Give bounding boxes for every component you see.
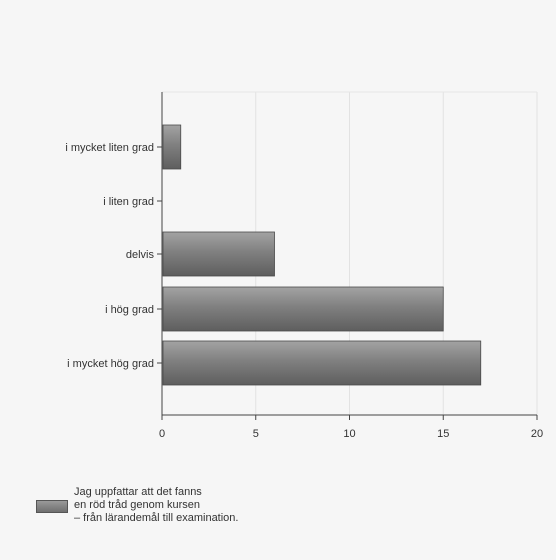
legend-label: Jag uppfattar att det fanns en röd tråd … [74,486,314,525]
axes [157,92,538,420]
bar-2 [162,231,275,277]
bar-0 [162,124,182,170]
legend: Jag uppfattar att det fanns en röd tråd … [36,486,314,525]
bar-3 [162,286,444,332]
x-tick-label-0: 0 [159,428,165,440]
category-label-0: i mycket liten grad [65,142,154,154]
category-label-4: i mycket hög grad [67,358,154,370]
legend-line-1: Jag uppfattar att det fanns [74,486,202,498]
legend-swatch [36,500,68,513]
x-tick-label-4: 20 [531,428,543,440]
category-label-1: i liten grad [103,196,154,208]
category-label-3: i hög grad [105,304,154,316]
bars [162,124,482,386]
category-label-2: delvis [126,249,155,261]
x-tick-label-3: 15 [437,428,449,440]
bar-chart: 0 5 10 15 20 i mycket liten grad i liten grad d… [65,91,543,440]
x-tick-label-2: 10 [343,428,355,440]
bar-4 [162,340,482,386]
x-tick-label-1: 5 [253,428,259,440]
legend-line-2: en röd tråd genom kursen [74,499,200,511]
legend-line-3: – från lärandemål till examination. [74,512,239,524]
labels: 0 5 10 15 20 i mycket liten grad i liten grad d… [65,142,543,440]
